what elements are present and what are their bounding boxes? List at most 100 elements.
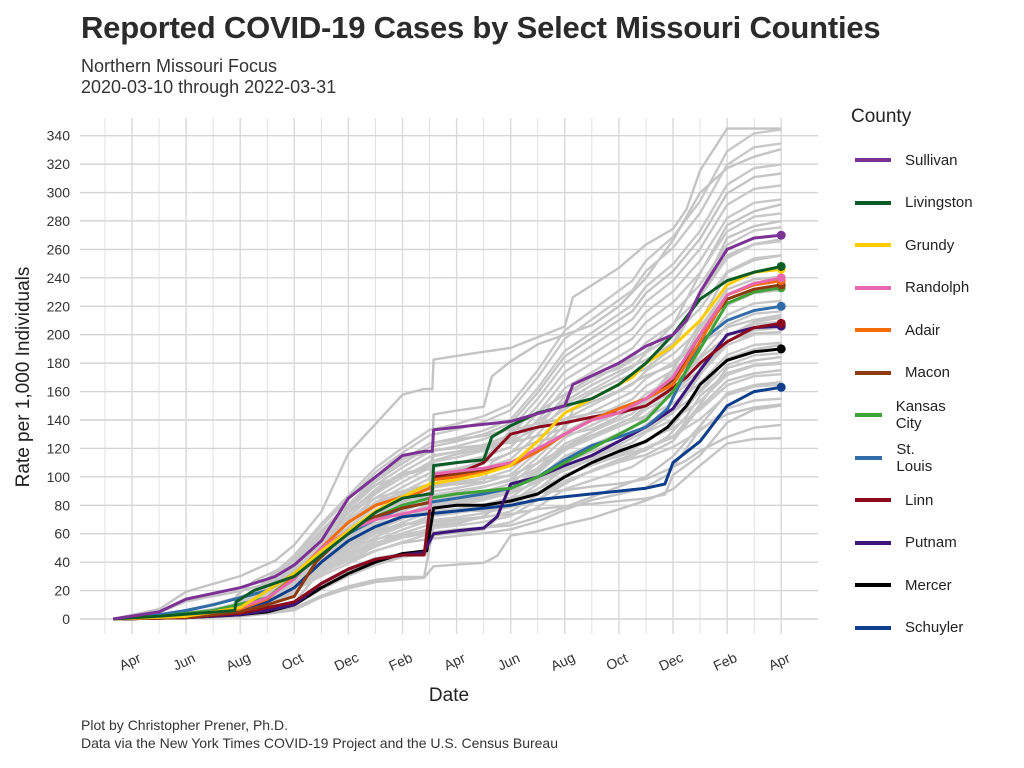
legend-label: Sullivan (905, 151, 958, 169)
series-line-randolph (113, 276, 782, 621)
chart-subtitle: Northern Missouri Focus 2020-03-10 throu… (81, 56, 336, 98)
y-tick-label: 0 (62, 611, 70, 627)
x-tick-label: Dec (332, 649, 361, 674)
chart-title: Reported COVID-19 Cases by Select Missou… (81, 10, 881, 45)
legend-item-linn: Linn (851, 490, 933, 510)
series-line-grundy (113, 267, 782, 621)
y-axis-label: Rate per 1,000 Individuals (13, 267, 34, 488)
end-point-sullivan (776, 230, 786, 240)
legend-label: Putnam (905, 534, 957, 551)
y-tick-label: 240 (47, 270, 71, 286)
x-tick-label: Feb (711, 649, 740, 674)
y-tick-label: 320 (47, 156, 71, 172)
background-county-line (112, 127, 782, 621)
y-tick-label: 60 (54, 526, 70, 542)
highlighted-county-lines (112, 233, 782, 621)
x-tick-label: Oct (279, 650, 306, 674)
x-tick-label: Aug (548, 649, 577, 674)
background-county-line (113, 238, 782, 621)
series-end-points (776, 230, 786, 392)
legend-item-macon: Macon (851, 363, 950, 383)
legend-item-schuyler: Schuyler (851, 618, 963, 638)
series-line-putnam (113, 324, 782, 621)
legend-label: Adair (905, 321, 941, 339)
legend: County Sullivan Livingston Grundy Randolph A… (851, 106, 973, 636)
legend-item-randolph: Randolph (851, 278, 969, 298)
y-tick-label: 80 (54, 497, 70, 513)
caption-source: Data via the New York Times COVID-19 Pro… (81, 735, 559, 751)
legend-item-putnam: Putnam (851, 533, 957, 553)
background-county-line (113, 226, 782, 621)
x-tick-label: Apr (766, 649, 793, 673)
y-tick-label: 220 (47, 298, 71, 314)
end-point-st-louis (776, 301, 786, 311)
legend-swatch (855, 455, 883, 460)
series-line-sullivan (112, 233, 782, 621)
legend-item-livingston: Livingston (851, 193, 973, 213)
series-line-schuyler (113, 385, 782, 621)
y-tick-label: 40 (54, 554, 70, 570)
legend-title: County (851, 106, 912, 127)
legend-label: Linn (905, 491, 934, 509)
caption-author: Plot by Christopher Prener, Ph.D. (81, 717, 288, 733)
legend-item-adair: Adair (851, 320, 940, 340)
y-tick-label: 300 (47, 185, 71, 201)
background-county-line (113, 147, 782, 621)
grid-lines (80, 118, 818, 634)
x-axis-label: Date (429, 685, 469, 706)
caption: Plot by Christopher Prener, Ph.D. Data v… (81, 716, 558, 752)
end-point-linn (776, 318, 786, 328)
y-tick-label: 280 (47, 213, 71, 229)
background-county-line (113, 423, 782, 621)
legend-swatch (855, 540, 891, 545)
x-tick-label: Aug (223, 649, 252, 674)
y-tick-label: 200 (47, 327, 71, 343)
end-point-livingston (776, 261, 786, 271)
background-county-line (113, 397, 782, 621)
end-point-mercer (776, 344, 786, 354)
y-tick-label: 140 (47, 412, 71, 428)
legend-swatch (855, 370, 891, 375)
legend-item-st-louis: St. Louis (851, 441, 941, 475)
legend-item-sullivan: Sullivan (851, 150, 958, 170)
background-county-line (113, 163, 782, 621)
series-line-livingston (113, 265, 782, 621)
legend-label: Kansas City (895, 398, 946, 432)
legend-swatch (855, 158, 891, 162)
legend-label: Schuyler (905, 619, 964, 636)
subtitle-line-2: 2020-03-10 through 2022-03-31 (81, 77, 337, 97)
legend-label: Randolph (905, 279, 970, 296)
legend-swatch (855, 200, 891, 205)
y-axis-ticks: 0 20 40 60 80 100 120 140 160 180 200 220 240 260 280 3… (47, 128, 71, 627)
legend-swatch (855, 413, 882, 417)
y-tick-label: 180 (47, 355, 71, 371)
legend-swatch (855, 498, 891, 502)
legend-swatch (855, 285, 891, 290)
y-tick-label: 20 (54, 583, 70, 599)
x-tick-label: Oct (604, 650, 631, 674)
y-tick-label: 100 (47, 469, 71, 485)
legend-swatch (855, 625, 891, 630)
legend-label: Mercer (905, 576, 952, 594)
x-axis-ticks: Apr Jun Aug Oct Dec Feb Apr Jun Aug Oct Dec Feb Apr (117, 649, 793, 674)
legend-item-mercer: Mercer (851, 575, 952, 595)
x-tick-label: Apr (117, 649, 144, 673)
y-tick-label: 120 (47, 440, 71, 456)
legend-label: St. Louis (896, 440, 933, 475)
x-tick-label: Jun (495, 649, 522, 673)
legend-label: Grundy (905, 236, 955, 254)
background-county-line (113, 437, 782, 621)
end-point-randolph (776, 273, 786, 283)
x-tick-label: Dec (656, 649, 685, 674)
x-tick-label: Apr (441, 649, 468, 673)
legend-swatch (855, 243, 891, 247)
legend-item-grundy: Grundy (851, 235, 954, 255)
y-tick-label: 260 (47, 241, 71, 257)
legend-swatch (855, 583, 891, 587)
y-tick-label: 340 (47, 128, 71, 144)
end-point-schuyler (776, 382, 786, 392)
legend-item-kansas-city: Kansas City (851, 398, 955, 432)
background-county-line (113, 142, 782, 621)
subtitle-line-1: Northern Missouri Focus (81, 56, 278, 76)
